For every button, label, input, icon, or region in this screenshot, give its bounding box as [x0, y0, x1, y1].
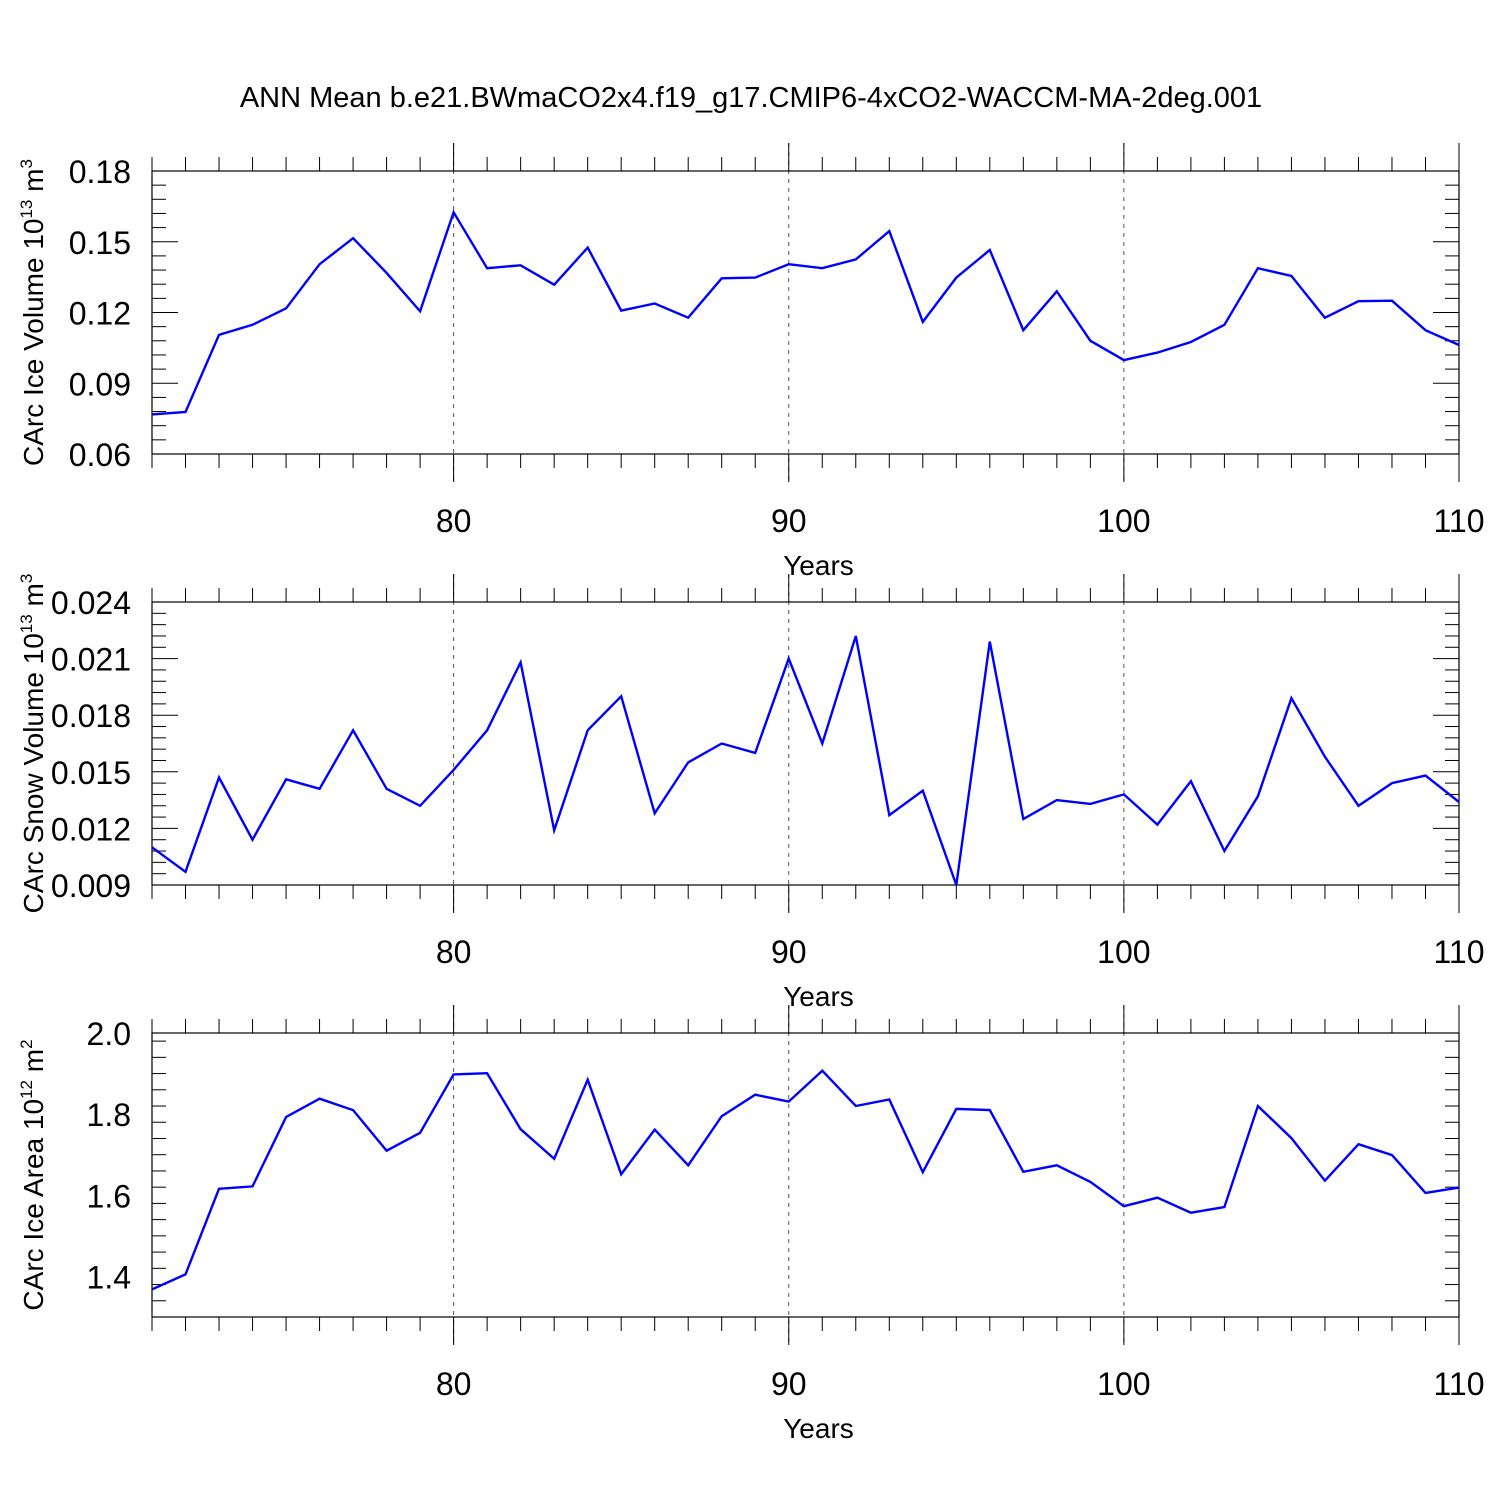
plot-frame — [151, 170, 1460, 455]
y-tick-label: 0.09 — [69, 366, 131, 402]
x-tick-label: 110 — [1433, 1366, 1484, 1402]
data-line — [151, 209, 1460, 416]
figure-title: ANN Mean b.e21.BWmaCO2x4.f19_g17.CMIP6-4… — [240, 82, 1262, 114]
data-line — [151, 635, 1460, 886]
y-tick-label: 0.18 — [69, 154, 131, 190]
y-tick-label: 2.0 — [87, 1016, 131, 1052]
y-tick-label: 0.06 — [69, 437, 131, 473]
y-axis-title: CArc Ice Volume 1013 m3 — [17, 159, 49, 466]
chart-panel-3: 1.4 1.6 1.8 2.0 80 90 100 110 Years CArc Ice Area… — [17, 1005, 1485, 1444]
x-tick-label: 90 — [771, 934, 807, 970]
y-tick-label: 0.15 — [69, 225, 131, 261]
chart-panel-1: 0.06 0.09 0.12 0.15 0.18 80 90 100 110 Years CArc … — [17, 143, 1485, 581]
y-axis-title: CArc Snow Volume 1013 m3 — [17, 574, 49, 914]
y-tick-label: 0.009 — [51, 868, 131, 904]
x-tick-label: 100 — [1097, 934, 1150, 970]
data-line — [151, 1069, 1460, 1291]
x-tick-label: 100 — [1097, 503, 1150, 539]
x-tick-label: 80 — [436, 1366, 472, 1402]
x-tick-label: 110 — [1433, 934, 1484, 970]
x-tick-label: 100 — [1097, 1366, 1150, 1402]
y-tick-label: 0.015 — [51, 755, 131, 791]
x-tick-label: 80 — [436, 503, 472, 539]
x-tick-label: 110 — [1433, 503, 1484, 539]
x-axis-title: Years — [783, 1413, 854, 1444]
panels: 0.06 0.09 0.12 0.15 0.18 80 90 100 110 Years CArc … — [17, 143, 1485, 1444]
y-tick-label: 0.024 — [51, 585, 131, 621]
y-tick-label: 1.4 — [87, 1259, 131, 1295]
plot-frame — [151, 601, 1460, 886]
plot-frame — [151, 1032, 1460, 1318]
chart-panel-2: 0.009 0.012 0.015 0.018 0.021 0.024 80 90 100 110… — [17, 574, 1485, 1012]
y-tick-label: 1.8 — [87, 1097, 131, 1133]
x-tick-label: 80 — [436, 934, 472, 970]
y-tick-label: 0.018 — [51, 698, 131, 734]
y-tick-label: 1.6 — [87, 1178, 131, 1214]
x-axis-title: Years — [783, 550, 854, 581]
x-axis-title: Years — [783, 981, 854, 1012]
y-tick-label: 0.12 — [69, 296, 131, 332]
y-tick-label: 0.012 — [51, 811, 131, 847]
y-axis-title: CArc Ice Area 1012 m2 — [17, 1039, 49, 1310]
y-tick-label: 0.021 — [51, 642, 131, 678]
x-tick-label: 90 — [771, 503, 807, 539]
x-tick-label: 90 — [771, 1366, 807, 1402]
